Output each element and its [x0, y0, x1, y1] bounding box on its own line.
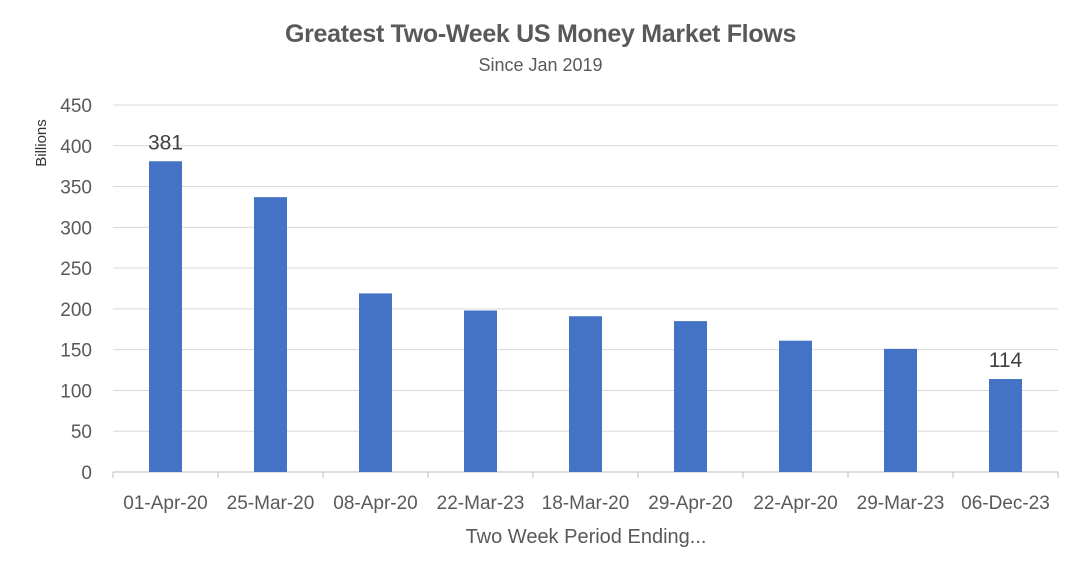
bar	[464, 310, 497, 472]
y-axis-label: Billions	[33, 119, 50, 167]
x-axis-label: Two Week Period Ending...	[466, 526, 707, 548]
x-tick-label: 29-Apr-20	[648, 493, 733, 514]
data-label: 114	[989, 349, 1023, 372]
bar	[779, 340, 812, 472]
x-tick-label: 01-Apr-20	[123, 493, 208, 514]
y-tick-label: 250	[60, 259, 92, 280]
bar	[989, 379, 1022, 472]
x-tick-label: 06-Dec-23	[961, 493, 1050, 514]
bars	[149, 161, 1022, 473]
y-tick-label: 200	[60, 300, 92, 321]
y-tick-label: 400	[60, 137, 92, 158]
x-tick-label: 29-Mar-23	[857, 493, 945, 514]
bar	[884, 348, 917, 472]
y-tick-label: 100	[60, 381, 92, 402]
x-tick-label: 22-Apr-20	[753, 493, 838, 514]
y-tick-label: 300	[60, 218, 92, 239]
y-tick-label: 450	[60, 96, 92, 117]
chart-subtitle: Since Jan 2019	[478, 55, 603, 75]
x-axis-ticks: 01-Apr-20 25-Mar-20 08-Apr-20 22-Mar-23 18-M…	[123, 493, 1050, 514]
y-tick-label: 0	[81, 463, 92, 484]
x-tick-label: 18-Mar-20	[542, 493, 630, 514]
bar	[359, 293, 392, 472]
x-tick-label: 22-Mar-23	[437, 493, 525, 514]
y-tick-label: 150	[60, 341, 92, 362]
x-tick-label: 08-Apr-20	[333, 493, 418, 514]
x-tick-label: 25-Mar-20	[227, 493, 315, 514]
y-tick-label: 350	[60, 178, 92, 199]
bar	[569, 316, 602, 472]
data-labels: 381 114	[148, 131, 1023, 372]
y-tick-label: 50	[71, 422, 92, 443]
bar	[674, 321, 707, 472]
y-axis-ticks: 0 50 100 150 200 250 300 350 400 450	[60, 96, 92, 484]
chart-title: Greatest Two-Week US Money Market Flows	[284, 20, 797, 48]
bar	[149, 161, 182, 473]
data-label: 381	[148, 131, 183, 154]
bar	[254, 197, 287, 472]
